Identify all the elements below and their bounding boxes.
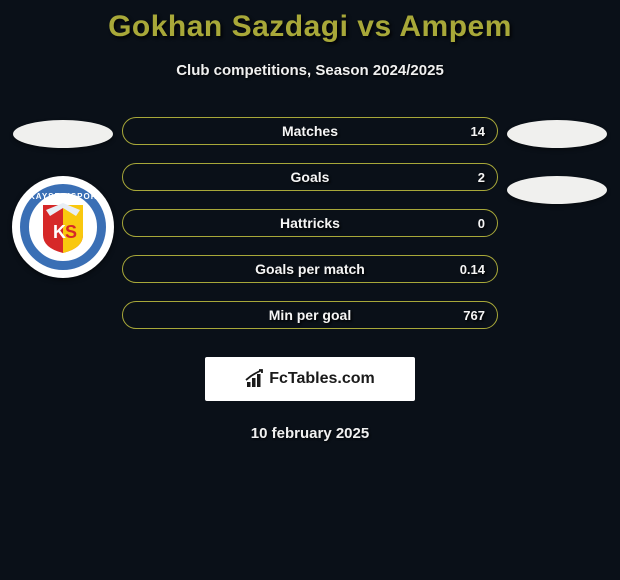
stat-label: Goals per match: [255, 261, 365, 277]
stat-label: Hattricks: [280, 215, 340, 231]
right-column: [502, 117, 612, 204]
badge-shield: K S: [38, 200, 88, 255]
page-title: Gokhan Sazdagi vs Ampem: [0, 10, 620, 44]
stat-value: 0: [478, 216, 485, 231]
footer-date: 10 february 2025: [0, 425, 620, 442]
left-column: KAYSERISPOR K S: [8, 117, 118, 278]
stat-value: 0.14: [460, 262, 485, 277]
player-photo-left: [13, 120, 113, 148]
stat-label: Min per goal: [269, 307, 351, 323]
shield-icon: K S: [38, 200, 88, 255]
stat-row-goals: Goals 2: [122, 163, 498, 191]
stat-value: 14: [471, 124, 485, 139]
stat-row-matches: Matches 14: [122, 117, 498, 145]
stat-label: Matches: [282, 123, 338, 139]
content-row: KAYSERISPOR K S: [0, 117, 620, 329]
page-subtitle: Club competitions, Season 2024/2025: [0, 62, 620, 79]
brand-text: FcTables.com: [269, 370, 375, 388]
stat-row-gpm: Goals per match 0.14: [122, 255, 498, 283]
stat-value: 767: [463, 308, 485, 323]
stat-row-hattricks: Hattricks 0: [122, 209, 498, 237]
brand-badge[interactable]: FcTables.com: [205, 357, 415, 401]
stats-column: Matches 14 Goals 2 Hattricks 0 Goals per…: [118, 117, 502, 329]
stat-label: Goals: [291, 169, 330, 185]
stat-row-mpg: Min per goal 767: [122, 301, 498, 329]
svg-text:S: S: [65, 222, 77, 242]
bar-chart-icon: [245, 369, 267, 389]
stat-value: 2: [478, 170, 485, 185]
club-badge-left: KAYSERISPOR K S: [12, 176, 114, 278]
badge-ring: KAYSERISPOR K S: [20, 184, 106, 270]
club-badge-right-placeholder: [507, 176, 607, 204]
player-photo-right: [507, 120, 607, 148]
comparison-card: Gokhan Sazdagi vs Ampem Club competition…: [0, 0, 620, 452]
